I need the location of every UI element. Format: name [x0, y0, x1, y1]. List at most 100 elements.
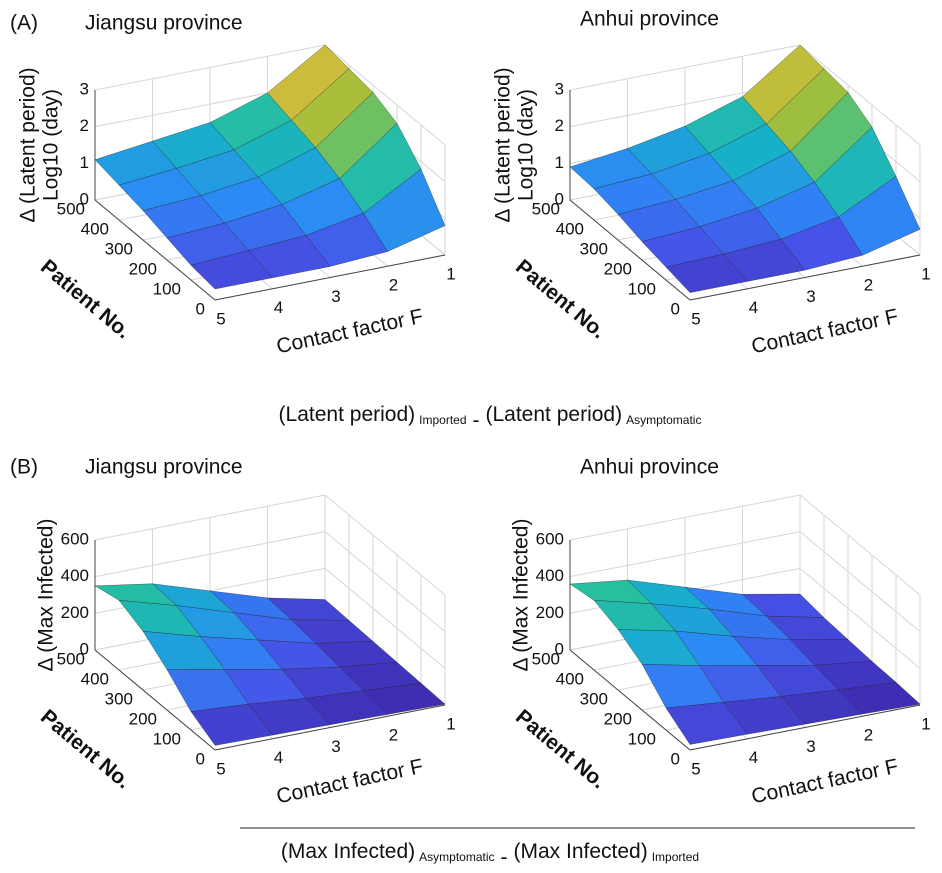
- surface-patch: [190, 703, 273, 746]
- z-tick-label: 600: [536, 529, 564, 548]
- surface-patch: [665, 701, 748, 745]
- z-axis-label: Δ (Max Infected): [35, 519, 58, 672]
- y-tick-label: 200: [129, 259, 157, 278]
- x-axis-label: Contact factor F: [274, 755, 425, 809]
- axis-line: [689, 704, 921, 751]
- axis-line: [569, 649, 691, 751]
- z-tick-label: 400: [536, 566, 564, 585]
- grid-line: [324, 567, 446, 669]
- x-tick-label: 4: [749, 298, 758, 317]
- z-tick-label: 0: [80, 189, 89, 208]
- y-tick-label: 0: [671, 299, 680, 318]
- grid-line: [324, 44, 446, 146]
- x-tick-label: 3: [331, 737, 340, 756]
- y-tick-label: 200: [604, 709, 632, 728]
- grid-line: [94, 44, 326, 91]
- x-tick-label: 5: [216, 309, 225, 328]
- grid-line: [799, 44, 921, 146]
- y-tick-label: 400: [556, 219, 584, 238]
- z-axis-label: Δ (Max Infected): [510, 519, 533, 672]
- y-tick-label: 100: [153, 279, 181, 298]
- z-tick-label: 1: [80, 153, 89, 172]
- caption-term: (Max Infected): [514, 840, 648, 863]
- z-tick-label: 3: [80, 79, 89, 98]
- chart-title: Anhui province: [580, 8, 719, 31]
- surface-patch: [665, 253, 748, 293]
- caption-operator: -: [473, 409, 480, 432]
- y-axis-label: Patient No.: [511, 705, 610, 793]
- x-axis-label: Contact factor F: [749, 305, 900, 359]
- y-tick-label: 500: [532, 199, 560, 218]
- z-tick-label: 200: [61, 603, 89, 622]
- grid-line: [799, 494, 921, 596]
- x-tick-label: 2: [864, 726, 873, 745]
- z-axis-label: Log10 (day): [40, 89, 63, 201]
- axis-line: [689, 254, 921, 301]
- y-tick-label: 300: [105, 239, 133, 258]
- z-tick-label: 0: [555, 189, 564, 208]
- y-tick-label: 200: [604, 259, 632, 278]
- z-tick-label: 200: [536, 603, 564, 622]
- x-tick-label: 1: [446, 264, 455, 283]
- axis-line: [569, 199, 691, 301]
- caption-operator: -: [501, 846, 508, 869]
- x-tick-label: 2: [864, 276, 873, 295]
- grid-line: [799, 567, 921, 669]
- x-tick-label: 3: [806, 287, 815, 306]
- y-tick-label: 0: [671, 749, 680, 768]
- y-tick-label: 100: [153, 729, 181, 748]
- z-tick-label: 3: [555, 79, 564, 98]
- caption: (Latent period) Imported - (Latent period) A…: [279, 403, 702, 432]
- y-axis-label: Patient No.: [511, 255, 610, 343]
- x-tick-label: 5: [691, 309, 700, 328]
- x-tick-label: 5: [216, 759, 225, 778]
- z-tick-label: 0: [80, 639, 89, 658]
- z-tick-label: 1: [555, 153, 564, 172]
- caption: (Max Infected) Asymptomatic - (Max Infected…: [281, 840, 699, 869]
- y-tick-label: 500: [57, 649, 85, 668]
- grid-line: [94, 494, 326, 541]
- y-axis-label: Patient No.: [36, 255, 135, 343]
- x-tick-label: 3: [806, 737, 815, 756]
- y-tick-label: 100: [628, 279, 656, 298]
- y-tick-label: 400: [81, 219, 109, 238]
- z-tick-label: 2: [555, 116, 564, 135]
- z-tick-label: 2: [80, 116, 89, 135]
- y-tick-label: 0: [196, 299, 205, 318]
- caption-subscript: Imported: [652, 850, 699, 864]
- y-tick-label: 300: [580, 239, 608, 258]
- z-axis-label: Log10 (day): [515, 89, 538, 201]
- caption-term: (Latent period): [486, 403, 623, 426]
- y-tick-label: 500: [57, 199, 85, 218]
- x-tick-label: 2: [389, 726, 398, 745]
- grid-line: [569, 44, 801, 91]
- x-tick-label: 5: [691, 759, 700, 778]
- y-tick-label: 400: [556, 669, 584, 688]
- grid-line: [799, 531, 921, 633]
- caption-subscript: Imported: [419, 413, 466, 427]
- panel-label: (B): [10, 456, 38, 479]
- x-tick-label: 2: [389, 276, 398, 295]
- x-tick-label: 1: [921, 264, 930, 283]
- x-tick-label: 1: [446, 714, 455, 733]
- y-tick-label: 300: [105, 689, 133, 708]
- x-tick-label: 1: [921, 714, 930, 733]
- z-axis-label: Δ (Latent period): [492, 67, 515, 222]
- axis-line: [94, 199, 216, 301]
- chart-title: Anhui province: [580, 456, 719, 479]
- chart-title: Jiangsu province: [85, 12, 243, 35]
- caption-term: (Max Infected): [281, 840, 415, 863]
- grid-line: [569, 531, 801, 578]
- surface-patch: [190, 250, 273, 290]
- y-tick-label: 100: [628, 729, 656, 748]
- z-tick-label: 0: [555, 639, 564, 658]
- caption-subscript: Asymptomatic: [626, 413, 701, 427]
- x-tick-label: 4: [274, 298, 283, 317]
- caption-term: (Latent period): [279, 403, 416, 426]
- grid-line: [94, 531, 326, 578]
- z-tick-label: 400: [61, 566, 89, 585]
